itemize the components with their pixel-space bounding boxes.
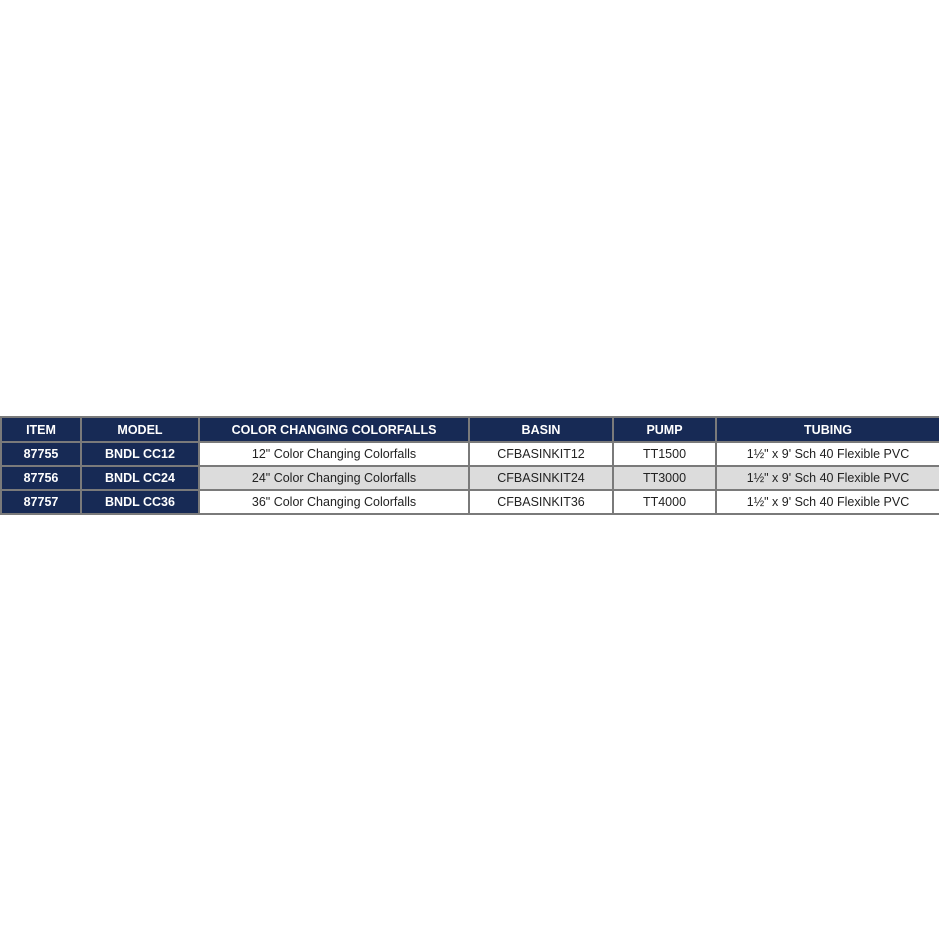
cell-colorfalls: 24" Color Changing Colorfalls <box>198 465 470 491</box>
cell-item: 87755 <box>0 441 82 467</box>
cell-item: 87757 <box>0 489 82 515</box>
header-row: ITEM MODEL COLOR CHANGING COLORFALLS BAS… <box>0 416 939 443</box>
cell-model: BNDL CC12 <box>80 441 200 467</box>
header-pump: PUMP <box>612 416 717 443</box>
cell-tubing: 1½" x 9' Sch 40 Flexible PVC <box>715 465 939 491</box>
cell-tubing: 1½" x 9' Sch 40 Flexible PVC <box>715 489 939 515</box>
cell-pump: TT1500 <box>612 441 717 467</box>
header-colorfalls: COLOR CHANGING COLORFALLS <box>198 416 470 443</box>
header-basin: BASIN <box>468 416 614 443</box>
cell-item: 87756 <box>0 465 82 491</box>
cell-colorfalls: 36" Color Changing Colorfalls <box>198 489 470 515</box>
header-item: ITEM <box>0 416 82 443</box>
cell-pump: TT4000 <box>612 489 717 515</box>
cell-basin: CFBASINKIT24 <box>468 465 614 491</box>
header-tubing: TUBING <box>715 416 939 443</box>
cell-model: BNDL CC24 <box>80 465 200 491</box>
table-row: 87757 BNDL CC36 36" Color Changing Color… <box>0 489 939 515</box>
header-model: MODEL <box>80 416 200 443</box>
cell-basin: CFBASINKIT36 <box>468 489 614 515</box>
cell-model: BNDL CC36 <box>80 489 200 515</box>
table-row: 87756 BNDL CC24 24" Color Changing Color… <box>0 465 939 491</box>
product-table: ITEM MODEL COLOR CHANGING COLORFALLS BAS… <box>0 416 939 515</box>
table-row: 87755 BNDL CC12 12" Color Changing Color… <box>0 441 939 467</box>
cell-tubing: 1½" x 9' Sch 40 Flexible PVC <box>715 441 939 467</box>
cell-pump: TT3000 <box>612 465 717 491</box>
cell-basin: CFBASINKIT12 <box>468 441 614 467</box>
cell-colorfalls: 12" Color Changing Colorfalls <box>198 441 470 467</box>
